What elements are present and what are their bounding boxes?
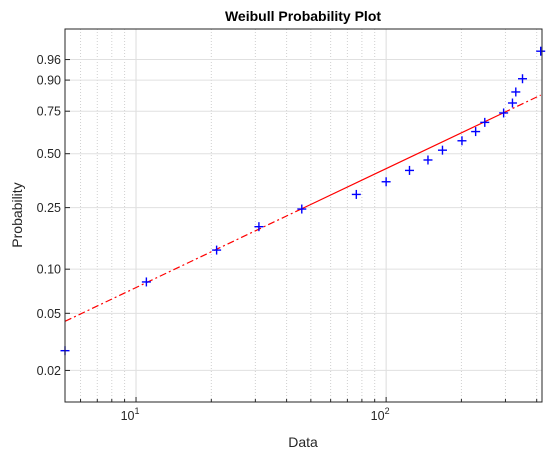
data-point: [381, 177, 391, 187]
x-tick-label: 102: [371, 406, 390, 423]
fit-line-dashdot-upper: [503, 94, 541, 114]
y-tick-label: 0.05: [37, 307, 61, 321]
y-tick-label: 0.10: [37, 263, 61, 277]
fit-line-solid: [301, 112, 504, 210]
x-axis-label: Data: [288, 434, 318, 450]
data-point: [254, 222, 264, 232]
data-points-layer: [60, 46, 546, 356]
data-point: [141, 277, 151, 287]
plot-area: [65, 29, 542, 402]
data-point: [423, 155, 433, 165]
fit-line-layer: [64, 94, 541, 322]
data-point: [536, 46, 546, 56]
data-point: [297, 204, 307, 214]
data-point: [351, 189, 361, 199]
tick-layer: 0.02 0.05 0.10 0.25 0.50 0.75 0.90 0.96 101 102: [37, 53, 538, 423]
data-point: [471, 127, 481, 137]
data-point: [457, 136, 467, 146]
data-point: [404, 165, 414, 175]
y-tick-label: 0.90: [37, 74, 61, 88]
y-axis-label: Probability: [9, 182, 25, 247]
data-point: [437, 145, 447, 155]
y-tick-label: 0.25: [37, 201, 61, 215]
y-tick-label: 0.02: [37, 364, 61, 378]
y-tick-label: 0.96: [37, 53, 61, 67]
fit-line-dashdot-lower: [64, 208, 303, 322]
chart-title: Weibull Probability Plot: [225, 8, 381, 24]
data-point: [212, 245, 222, 255]
data-point: [507, 98, 517, 108]
y-tick-label: 0.75: [37, 105, 61, 119]
data-point: [518, 74, 528, 84]
axes-box: [64, 28, 543, 403]
data-point: [511, 87, 521, 97]
data-point: [499, 108, 509, 118]
data-point: [480, 117, 490, 127]
x-tick-label: 101: [121, 406, 140, 423]
y-tick-label: 0.50: [37, 147, 61, 161]
